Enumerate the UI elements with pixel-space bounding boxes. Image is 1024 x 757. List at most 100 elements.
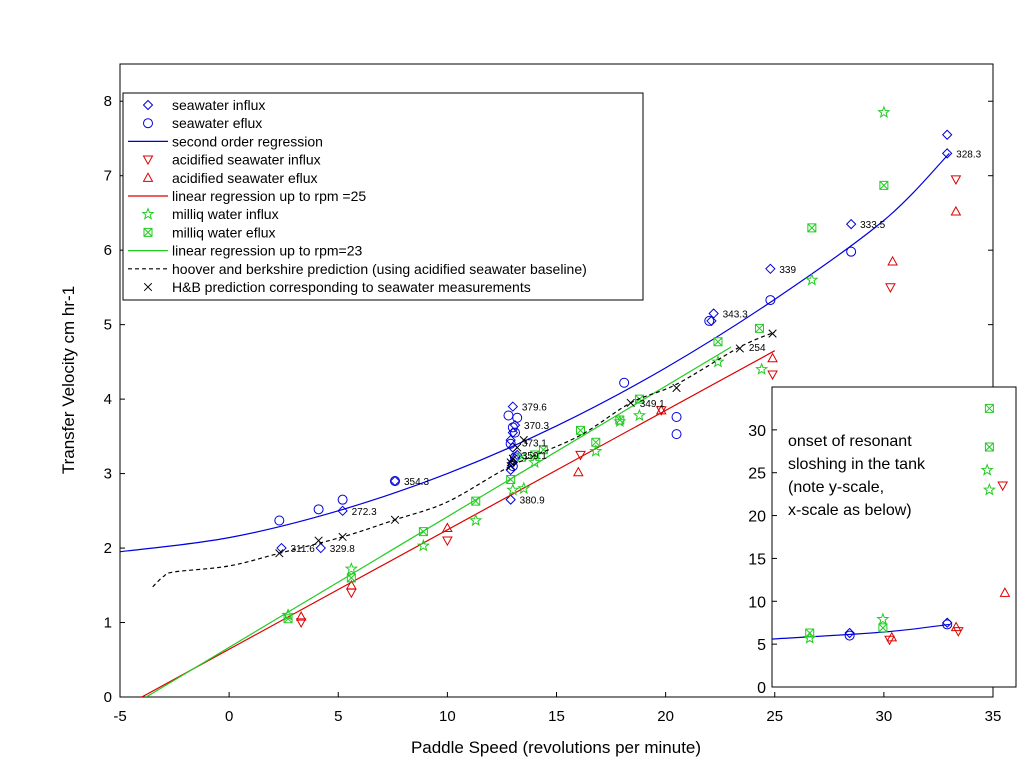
legend-swatch-milliq-water-eflux — [143, 227, 153, 237]
seawater-eflux-point — [389, 476, 400, 487]
seawater-eflux-point — [274, 515, 285, 526]
seawater-influx-point — [941, 148, 953, 159]
inset-milliq-water-eflux-point — [984, 442, 994, 452]
milliq-water-eflux-point — [754, 323, 764, 333]
data-annotation: 359.1 — [522, 451, 547, 462]
h-b-prediction-corresponding-to-seawater-measurements-point — [506, 461, 515, 471]
milliq-water-influx-point — [281, 608, 295, 621]
seawater-eflux-point — [507, 461, 518, 472]
acidified-seawater-eflux-point — [655, 404, 667, 415]
data-annotation: 370.3 — [524, 421, 549, 432]
y-tick-label: 6 — [104, 242, 112, 259]
h-b-prediction-corresponding-to-seawater-measurements-point — [768, 329, 777, 338]
legend-swatch-seawater-influx — [142, 99, 154, 111]
legend-label: milliq water eflux — [172, 224, 275, 240]
acidified-seawater-eflux-point — [950, 205, 962, 216]
seawater-influx-point — [337, 505, 348, 517]
seawater-influx-point — [845, 218, 857, 230]
plot-area: 311.6 329.8 272.3 354.3 379.6 370.3 373.1 359.1… — [120, 105, 982, 697]
acidified-seawater-eflux-point — [887, 255, 898, 266]
acidified-seawater-eflux-series — [295, 205, 962, 621]
h-b-prediction-corresponding-to-seawater-measurements-point — [519, 435, 528, 445]
linear-regression-up-to-rpm-25-line — [141, 350, 776, 697]
seawater-eflux-point — [846, 246, 857, 257]
milliq-water-influx-point — [755, 362, 769, 375]
seawater-influx-point — [941, 129, 953, 140]
inset-milliq-water-eflux-point — [805, 628, 815, 638]
seawater-influx-series — [276, 129, 953, 554]
inset-acidified-seawater-influx-point — [952, 627, 964, 637]
inset-title-line: onset of resonant — [788, 433, 912, 450]
h-b-prediction-corresponding-to-seawater-measurements-point — [314, 536, 323, 545]
data-annotation: 349.1 — [640, 399, 665, 410]
seawater-eflux-point — [619, 377, 630, 388]
data-annotation: 343.3 — [723, 309, 748, 320]
y-tick-label: 5 — [104, 317, 112, 334]
seawater-eflux-point — [765, 295, 776, 306]
inset-acidified-seawater-eflux-point — [886, 631, 898, 642]
inset-milliq-water-eflux-point — [984, 403, 994, 413]
inset-acidified-seawater-eflux-series — [886, 587, 1011, 642]
data-annotation: 254 — [749, 343, 766, 354]
y-axis-label: Transfer Velocity cm hr-1 — [59, 286, 78, 474]
seawater-eflux-point — [512, 412, 523, 423]
hoover-and-berkshire-prediction-using-acidified-seawater-baseline-line — [152, 331, 775, 588]
seawater-influx-point — [505, 464, 516, 476]
seawater-eflux-point — [503, 410, 514, 421]
x-tick-label: 10 — [439, 708, 456, 725]
milliq-water-influx-point — [416, 538, 430, 552]
milliq-water-eflux-point — [591, 437, 601, 447]
inset-frame — [771, 386, 1017, 688]
data-annotation: 333.5 — [860, 220, 885, 231]
x-tick-label: 15 — [548, 708, 565, 725]
y-tick-label: 8 — [104, 93, 112, 110]
data-annotation: 380.9 — [520, 496, 545, 507]
data-annotation: 354.3 — [404, 477, 429, 488]
acidified-seawater-eflux-point — [572, 466, 584, 477]
legend-label: second order regression — [172, 133, 323, 149]
y-tick-label: 4 — [104, 391, 112, 408]
h-b-prediction-corresponding-to-seawater-measurements-point — [735, 344, 744, 353]
acidified-seawater-eflux-point — [345, 579, 357, 590]
legend: seawater influx seawater eflux second orde… — [122, 92, 644, 301]
seawater-influx-point — [315, 542, 326, 554]
legend-label: milliq water influx — [172, 206, 279, 222]
legend-swatch-h-b-prediction-corresponding-to-seawater-measurements — [143, 282, 153, 292]
inset-seawater-influx-point — [844, 627, 855, 639]
inset-y-tick-label: 20 — [748, 509, 766, 526]
legend-swatch-acidified-seawater-eflux — [142, 172, 154, 182]
x-tick-label: 35 — [985, 708, 1002, 725]
milliq-water-influx-point — [877, 105, 891, 119]
milliq-water-influx-point — [469, 513, 483, 527]
legend-swatch-milliq-water-influx — [141, 207, 155, 220]
inset-y-tick-label: 25 — [748, 466, 766, 483]
x-tick-label: 20 — [657, 708, 674, 725]
seawater-eflux-point — [505, 438, 516, 449]
acidified-seawater-influx-point — [295, 618, 307, 629]
seawater-influx-point — [507, 427, 519, 438]
x-axis-label: Paddle Speed (revolutions per minute) — [411, 738, 701, 757]
seawater-influx-point — [708, 308, 719, 319]
milliq-water-influx-point — [632, 408, 647, 422]
seawater-influx-point — [765, 263, 776, 275]
inset-plot-area — [772, 403, 1011, 646]
inset-y-tick-label: 30 — [748, 423, 766, 440]
acidified-seawater-influx-point — [767, 370, 778, 381]
milliq-water-influx-point — [517, 481, 531, 495]
legend-swatch-acidified-seawater-influx — [142, 155, 154, 166]
h-b-prediction-corresponding-to-seawater-measurements-point — [513, 443, 522, 452]
milliq-water-influx-point — [805, 273, 819, 286]
milliq-water-influx-point — [589, 444, 603, 457]
legend-label: seawater influx — [172, 97, 265, 113]
milliq-water-influx-point — [344, 561, 358, 575]
x-tick-label: -5 — [113, 708, 126, 725]
milliq-water-eflux-point — [283, 614, 293, 624]
milliq-water-eflux-point — [517, 452, 527, 462]
inset-y-tick-label: 15 — [748, 551, 766, 568]
h-b-prediction-corresponding-to-seawater-measurements-point — [672, 383, 681, 393]
acidified-seawater-eflux-point — [442, 522, 453, 533]
legend-label: seawater eflux — [172, 115, 262, 131]
legend-swatch-seawater-eflux — [143, 118, 153, 129]
